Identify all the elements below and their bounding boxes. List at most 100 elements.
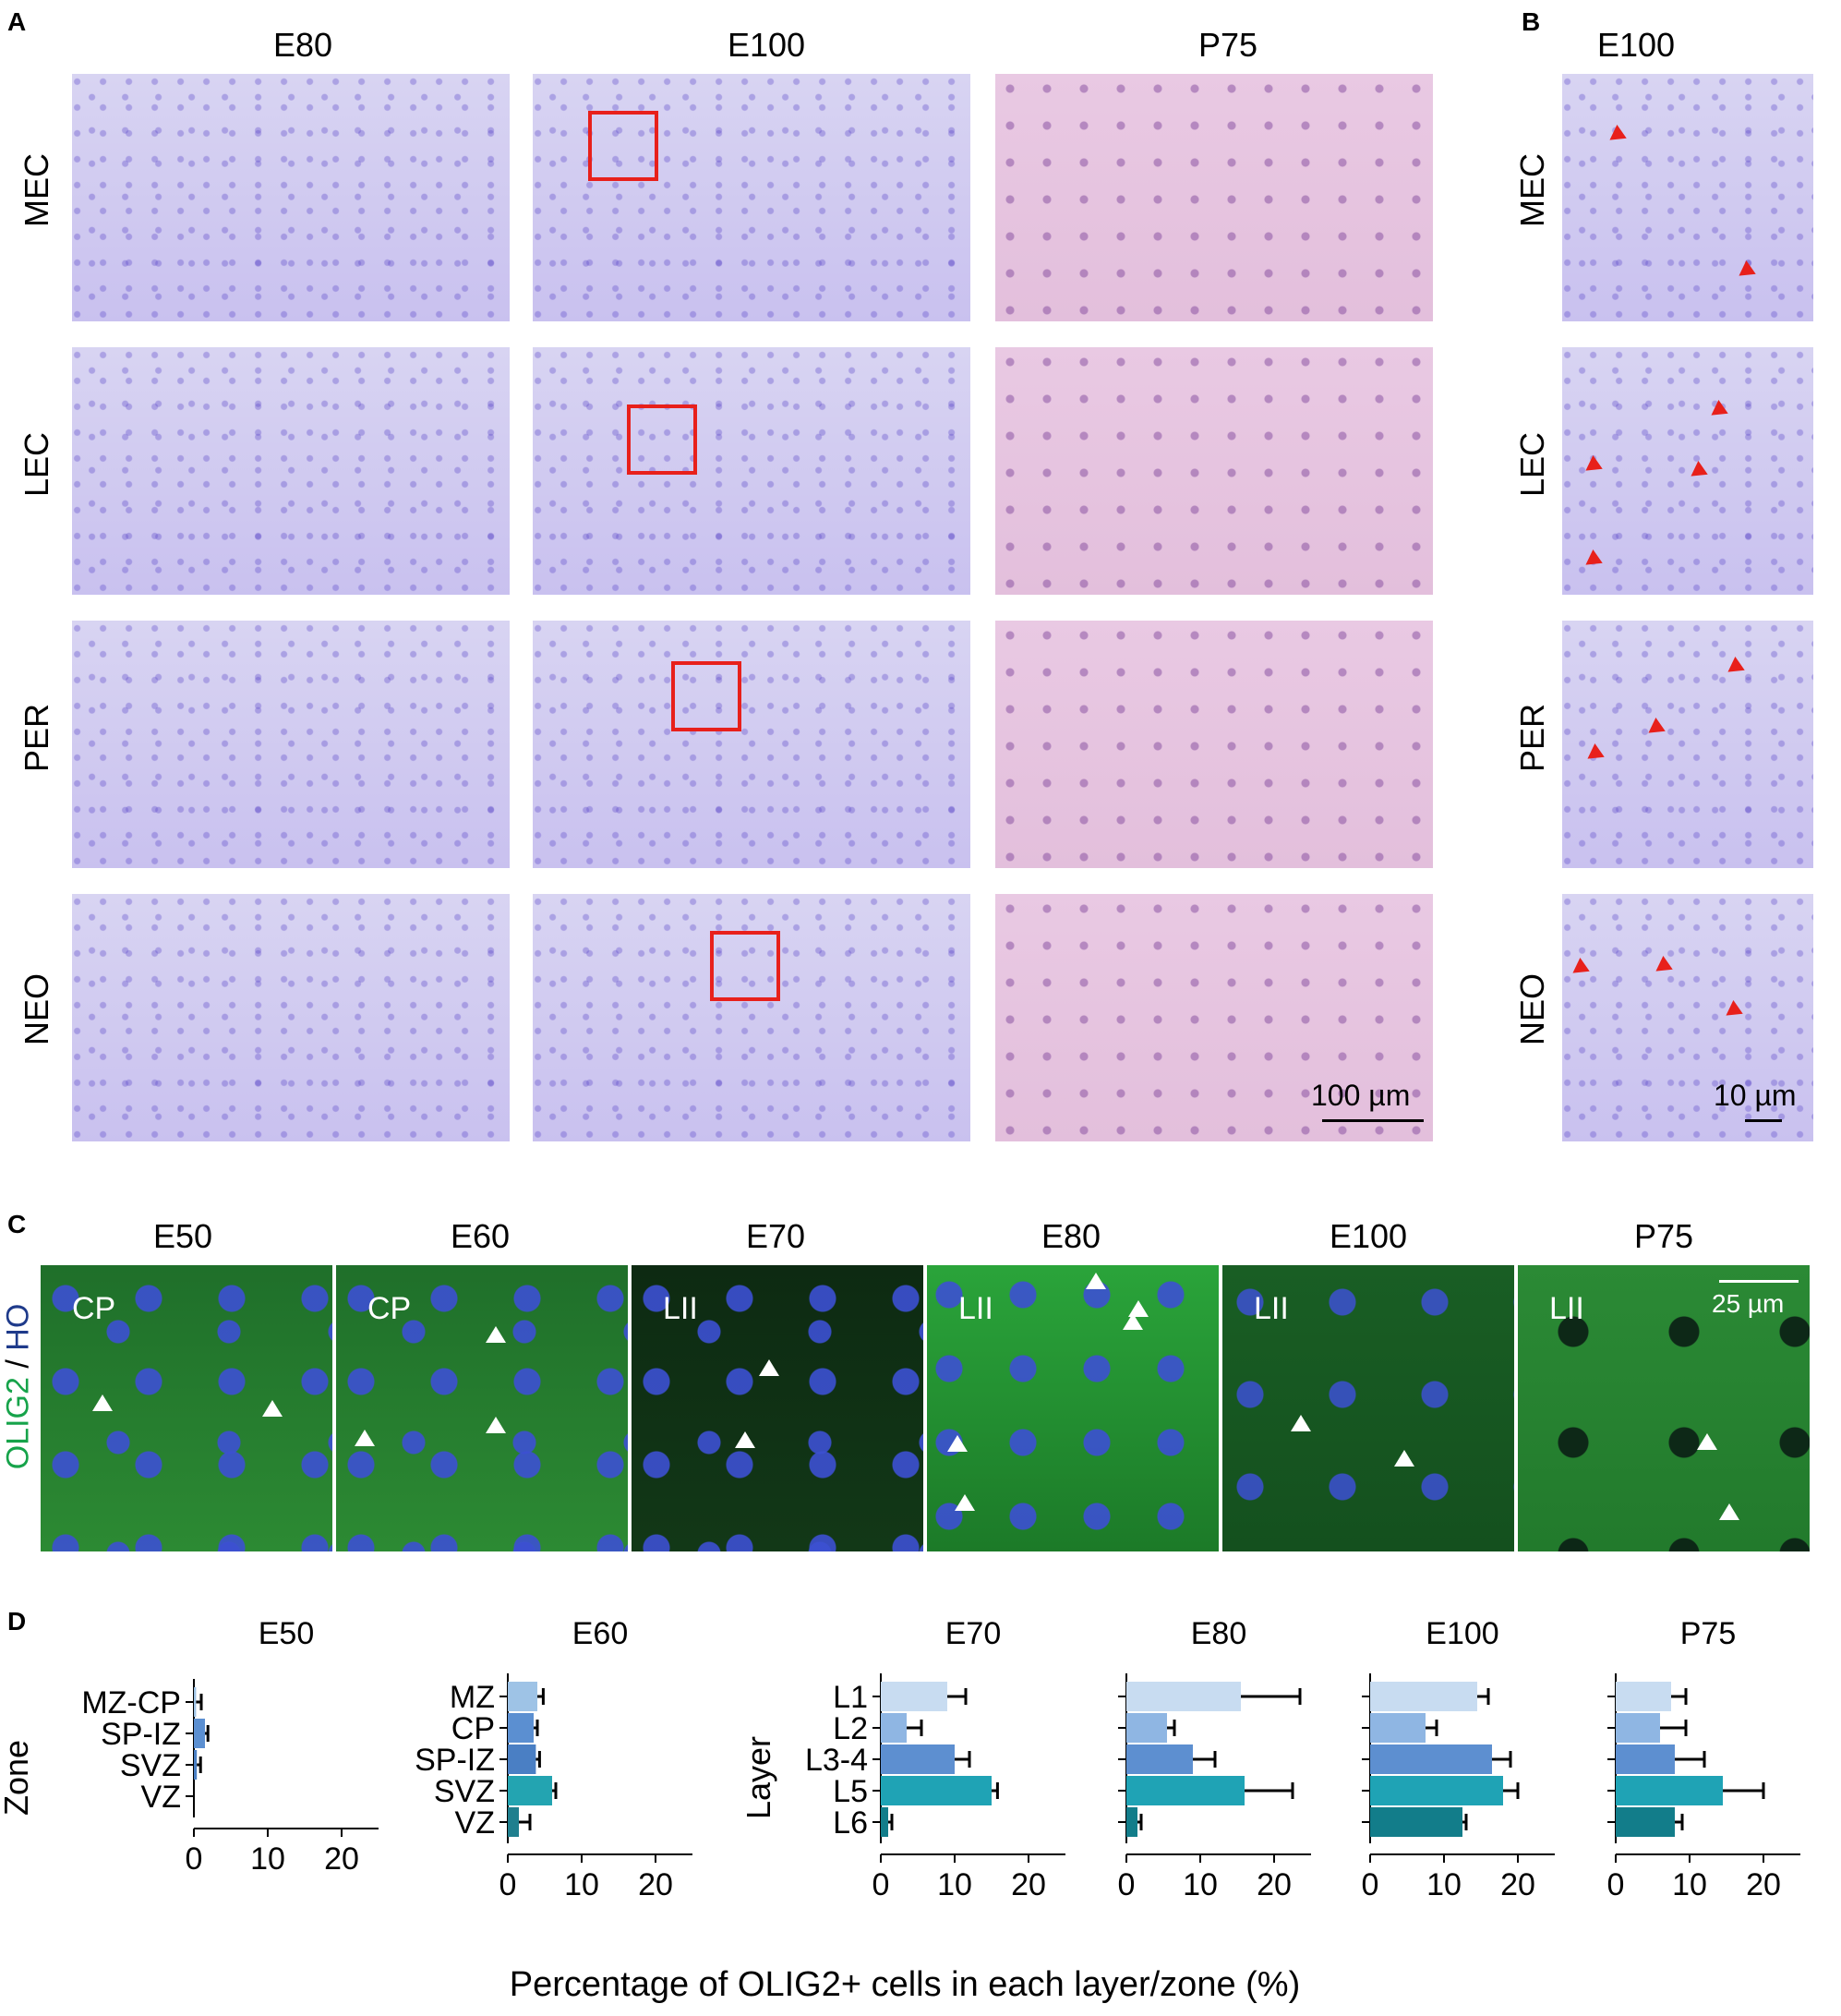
scale-bar-a — [1322, 1119, 1424, 1122]
arrowhead — [1581, 549, 1603, 572]
bar — [508, 1776, 552, 1805]
zone-tag: CP — [367, 1291, 412, 1326]
bar — [1126, 1776, 1245, 1805]
arrowhead — [262, 1400, 283, 1417]
category-label: MZ — [450, 1680, 495, 1715]
panel-c-ylabel: OLIG2 / HO — [1, 1295, 37, 1479]
b-tile-lec — [1562, 347, 1813, 595]
chart-title: E100 — [1426, 1616, 1498, 1651]
arrowhead — [1723, 657, 1745, 679]
panel-label-c: C — [7, 1210, 27, 1238]
bar — [881, 1744, 955, 1774]
bar — [1126, 1744, 1193, 1774]
scale-label-c: 25 µm — [1712, 1289, 1785, 1318]
bar — [881, 1807, 888, 1837]
zone-tag: LII — [663, 1291, 698, 1326]
arrowhead — [1706, 400, 1728, 422]
slash: / — [0, 1359, 36, 1369]
scale-bar-c — [1719, 1280, 1799, 1283]
chart-title: P75 — [1680, 1616, 1737, 1651]
c-tile-e50: CP — [41, 1265, 332, 1551]
arrowhead — [759, 1359, 779, 1376]
x-tick-label: 20 — [1500, 1867, 1535, 1902]
b-tile-per — [1562, 621, 1813, 868]
x-tick-label: 0 — [186, 1841, 203, 1877]
col-header-p75: P75 — [1197, 26, 1258, 64]
col-header-e100: E100 — [727, 26, 806, 64]
c-tile-p75: LII 25 µm — [1518, 1265, 1810, 1551]
scale-bar-b — [1745, 1119, 1782, 1122]
category-label: L5 — [833, 1774, 868, 1809]
bar — [508, 1713, 534, 1743]
bar — [881, 1713, 907, 1743]
x-tick-label: 20 — [1257, 1867, 1292, 1902]
b-row-label-lec: LEC — [1513, 431, 1551, 498]
bar — [1126, 1682, 1241, 1711]
a-tile-neo-p75 — [995, 894, 1433, 1141]
bar — [1616, 1713, 1660, 1743]
category-label: SP-IZ — [101, 1717, 181, 1752]
bar — [881, 1776, 992, 1805]
category-label: VZ — [455, 1805, 495, 1841]
x-tick-label: 10 — [1672, 1867, 1707, 1902]
panel-label-a: A — [7, 7, 27, 36]
bar — [1616, 1682, 1671, 1711]
a-tile-mec-e80 — [72, 74, 510, 321]
x-tick-label: 0 — [1362, 1867, 1379, 1902]
b-row-label-neo: NEO — [1513, 973, 1551, 1046]
x-tick-label: 10 — [1426, 1867, 1462, 1902]
arrowhead — [486, 1326, 506, 1343]
category-label: VZ — [141, 1780, 181, 1815]
x-tick-label: 10 — [1183, 1867, 1218, 1902]
c-tile-e100: LII — [1222, 1265, 1514, 1551]
bar — [194, 1687, 197, 1717]
category-label: L3-4 — [805, 1743, 868, 1778]
category-label: L1 — [833, 1680, 868, 1715]
row-label-neo: NEO — [18, 973, 55, 1046]
arrowhead — [1291, 1415, 1311, 1431]
bar — [1370, 1713, 1426, 1743]
zone-tag: LII — [1254, 1291, 1289, 1326]
arrowhead — [1128, 1300, 1149, 1317]
bar — [1370, 1807, 1462, 1837]
x-tick-label: 0 — [1607, 1867, 1625, 1902]
arrowhead — [92, 1394, 113, 1411]
c-title-e70: E70 — [745, 1217, 806, 1255]
x-tick-label: 10 — [564, 1867, 599, 1902]
arrowhead — [486, 1417, 506, 1433]
a-tile-neo-e100 — [533, 894, 970, 1141]
c-title-e50: E50 — [152, 1217, 213, 1255]
a-tile-mec-e100 — [533, 74, 970, 321]
c-tile-e80: LII — [927, 1265, 1219, 1551]
scale-label-a: 100 µm — [1311, 1079, 1411, 1112]
category-label: MZ-CP — [81, 1685, 181, 1720]
c-title-p75: P75 — [1633, 1217, 1694, 1255]
bar — [508, 1744, 536, 1774]
chart-title: E80 — [1191, 1616, 1247, 1651]
x-tick-label: 20 — [1746, 1867, 1781, 1902]
a-tile-lec-p75 — [995, 347, 1433, 595]
c-tile-e60: CP — [336, 1265, 628, 1551]
category-label: L6 — [833, 1805, 868, 1841]
bar — [1616, 1744, 1675, 1774]
bar — [881, 1682, 947, 1711]
arrowhead — [1686, 461, 1708, 483]
roi-box — [627, 404, 697, 475]
b-row-label-mec: MEC — [1513, 153, 1551, 227]
bar — [1370, 1744, 1492, 1774]
x-tick-label: 20 — [1011, 1867, 1046, 1902]
arrowhead — [1651, 956, 1673, 978]
category-label: CP — [451, 1711, 495, 1746]
b-tile-mec — [1562, 74, 1813, 321]
arrowhead — [1605, 125, 1627, 147]
panel-d-xlabel: Percentage of OLIG2+ cells in each layer… — [509, 1965, 1301, 2004]
category-label: SVZ — [434, 1774, 495, 1809]
bar — [508, 1807, 519, 1837]
c-title-e80: E80 — [1041, 1217, 1101, 1255]
arrowhead — [1719, 1503, 1739, 1520]
zone-tag: LII — [958, 1291, 993, 1326]
bar — [508, 1682, 537, 1711]
b-row-label-per: PER — [1513, 703, 1551, 773]
zone-tag: LII — [1549, 1291, 1584, 1326]
